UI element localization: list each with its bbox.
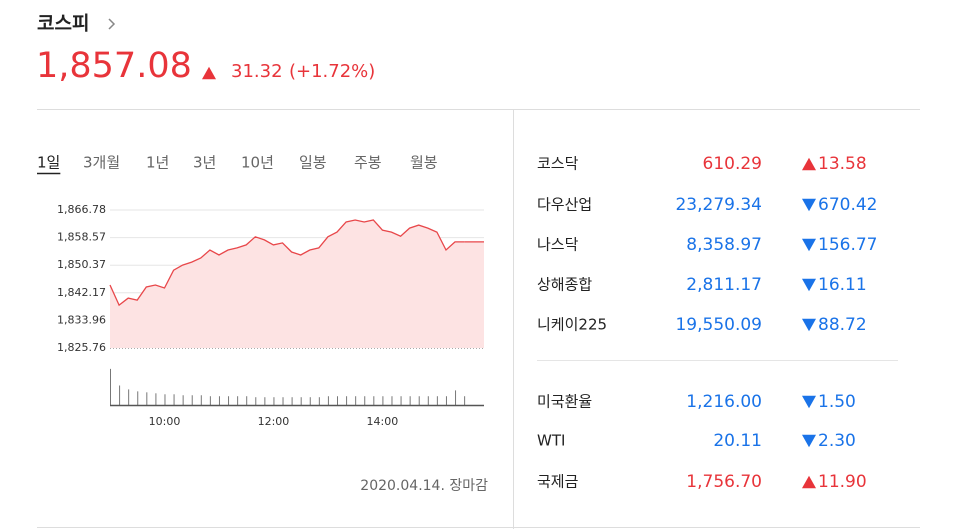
up-arrow (202, 66, 216, 80)
market-name[interactable]: 나스닥 (537, 236, 579, 254)
market-name[interactable]: 니케이225 (537, 316, 607, 334)
down-arrow (802, 395, 816, 409)
market-value: 19,550.09 (675, 315, 762, 335)
x-tick-label: 14:00 (367, 415, 399, 428)
y-tick-label: 1,850.37 (57, 258, 106, 271)
market-name[interactable]: 미국환율 (537, 393, 592, 411)
down-arrow (802, 278, 816, 292)
period-tab[interactable]: 1일 (37, 154, 60, 172)
market-value: 610.29 (703, 154, 762, 174)
down-arrow (802, 318, 816, 332)
x-tick-label: 12:00 (258, 415, 290, 428)
market-change: 156.77 (818, 235, 877, 255)
period-tab[interactable]: 10년 (241, 154, 274, 172)
market-value: 1,216.00 (686, 392, 762, 412)
period-tab[interactable]: 주봉 (354, 154, 382, 172)
market-change: 670.42 (818, 195, 877, 215)
market-value: 8,358.97 (686, 235, 762, 255)
up-arrow (802, 157, 816, 171)
down-arrow (802, 198, 816, 212)
x-tick-label: 10:00 (149, 415, 181, 428)
period-tab[interactable]: 3년 (193, 154, 216, 172)
area-fill (110, 220, 484, 348)
y-tick-label: 1,842.17 (57, 286, 106, 299)
period-tab[interactable]: 1년 (146, 154, 169, 172)
chevron[interactable] (108, 18, 116, 30)
market-value: 20.11 (713, 431, 762, 451)
market-name[interactable]: 다우산업 (537, 196, 592, 214)
market-name[interactable]: 코스닥 (537, 155, 579, 173)
period-tab[interactable]: 3개월 (83, 154, 120, 172)
y-tick-label: 1,858.57 (57, 231, 106, 244)
market-value: 2,811.17 (686, 275, 762, 295)
market-value: 23,279.34 (675, 195, 762, 215)
market-name[interactable]: WTI (537, 432, 565, 450)
market-change: 16.11 (818, 275, 867, 295)
price-line (109, 219, 465, 307)
period-tab[interactable]: 월봉 (410, 154, 438, 172)
market-name[interactable]: 국제금 (537, 473, 579, 491)
y-tick-label: 1,866.78 (57, 203, 106, 216)
market-change: 2.30 (818, 431, 856, 451)
market-change: 11.90 (818, 472, 867, 492)
market-name[interactable]: 상해종합 (537, 276, 592, 294)
market-value: 1,756.70 (686, 472, 762, 492)
market-change: 1.50 (818, 392, 856, 412)
down-arrow (802, 434, 816, 448)
market-change: 88.72 (818, 315, 867, 335)
index-change-pct: (+1.72%) (289, 61, 375, 82)
y-tick-label: 1,833.96 (57, 313, 106, 326)
index-change: 31.32 (231, 61, 283, 82)
y-tick-label: 1,825.76 (57, 341, 106, 354)
index-value: 1,857.08 (36, 46, 192, 86)
up-arrow (802, 475, 816, 489)
timestamp: 2020.04.14. 장마감 (360, 478, 488, 494)
index-title[interactable]: 코스피 (37, 13, 89, 35)
market-change: 13.58 (818, 154, 867, 174)
period-tab[interactable]: 일봉 (299, 154, 327, 172)
down-arrow (802, 238, 816, 252)
